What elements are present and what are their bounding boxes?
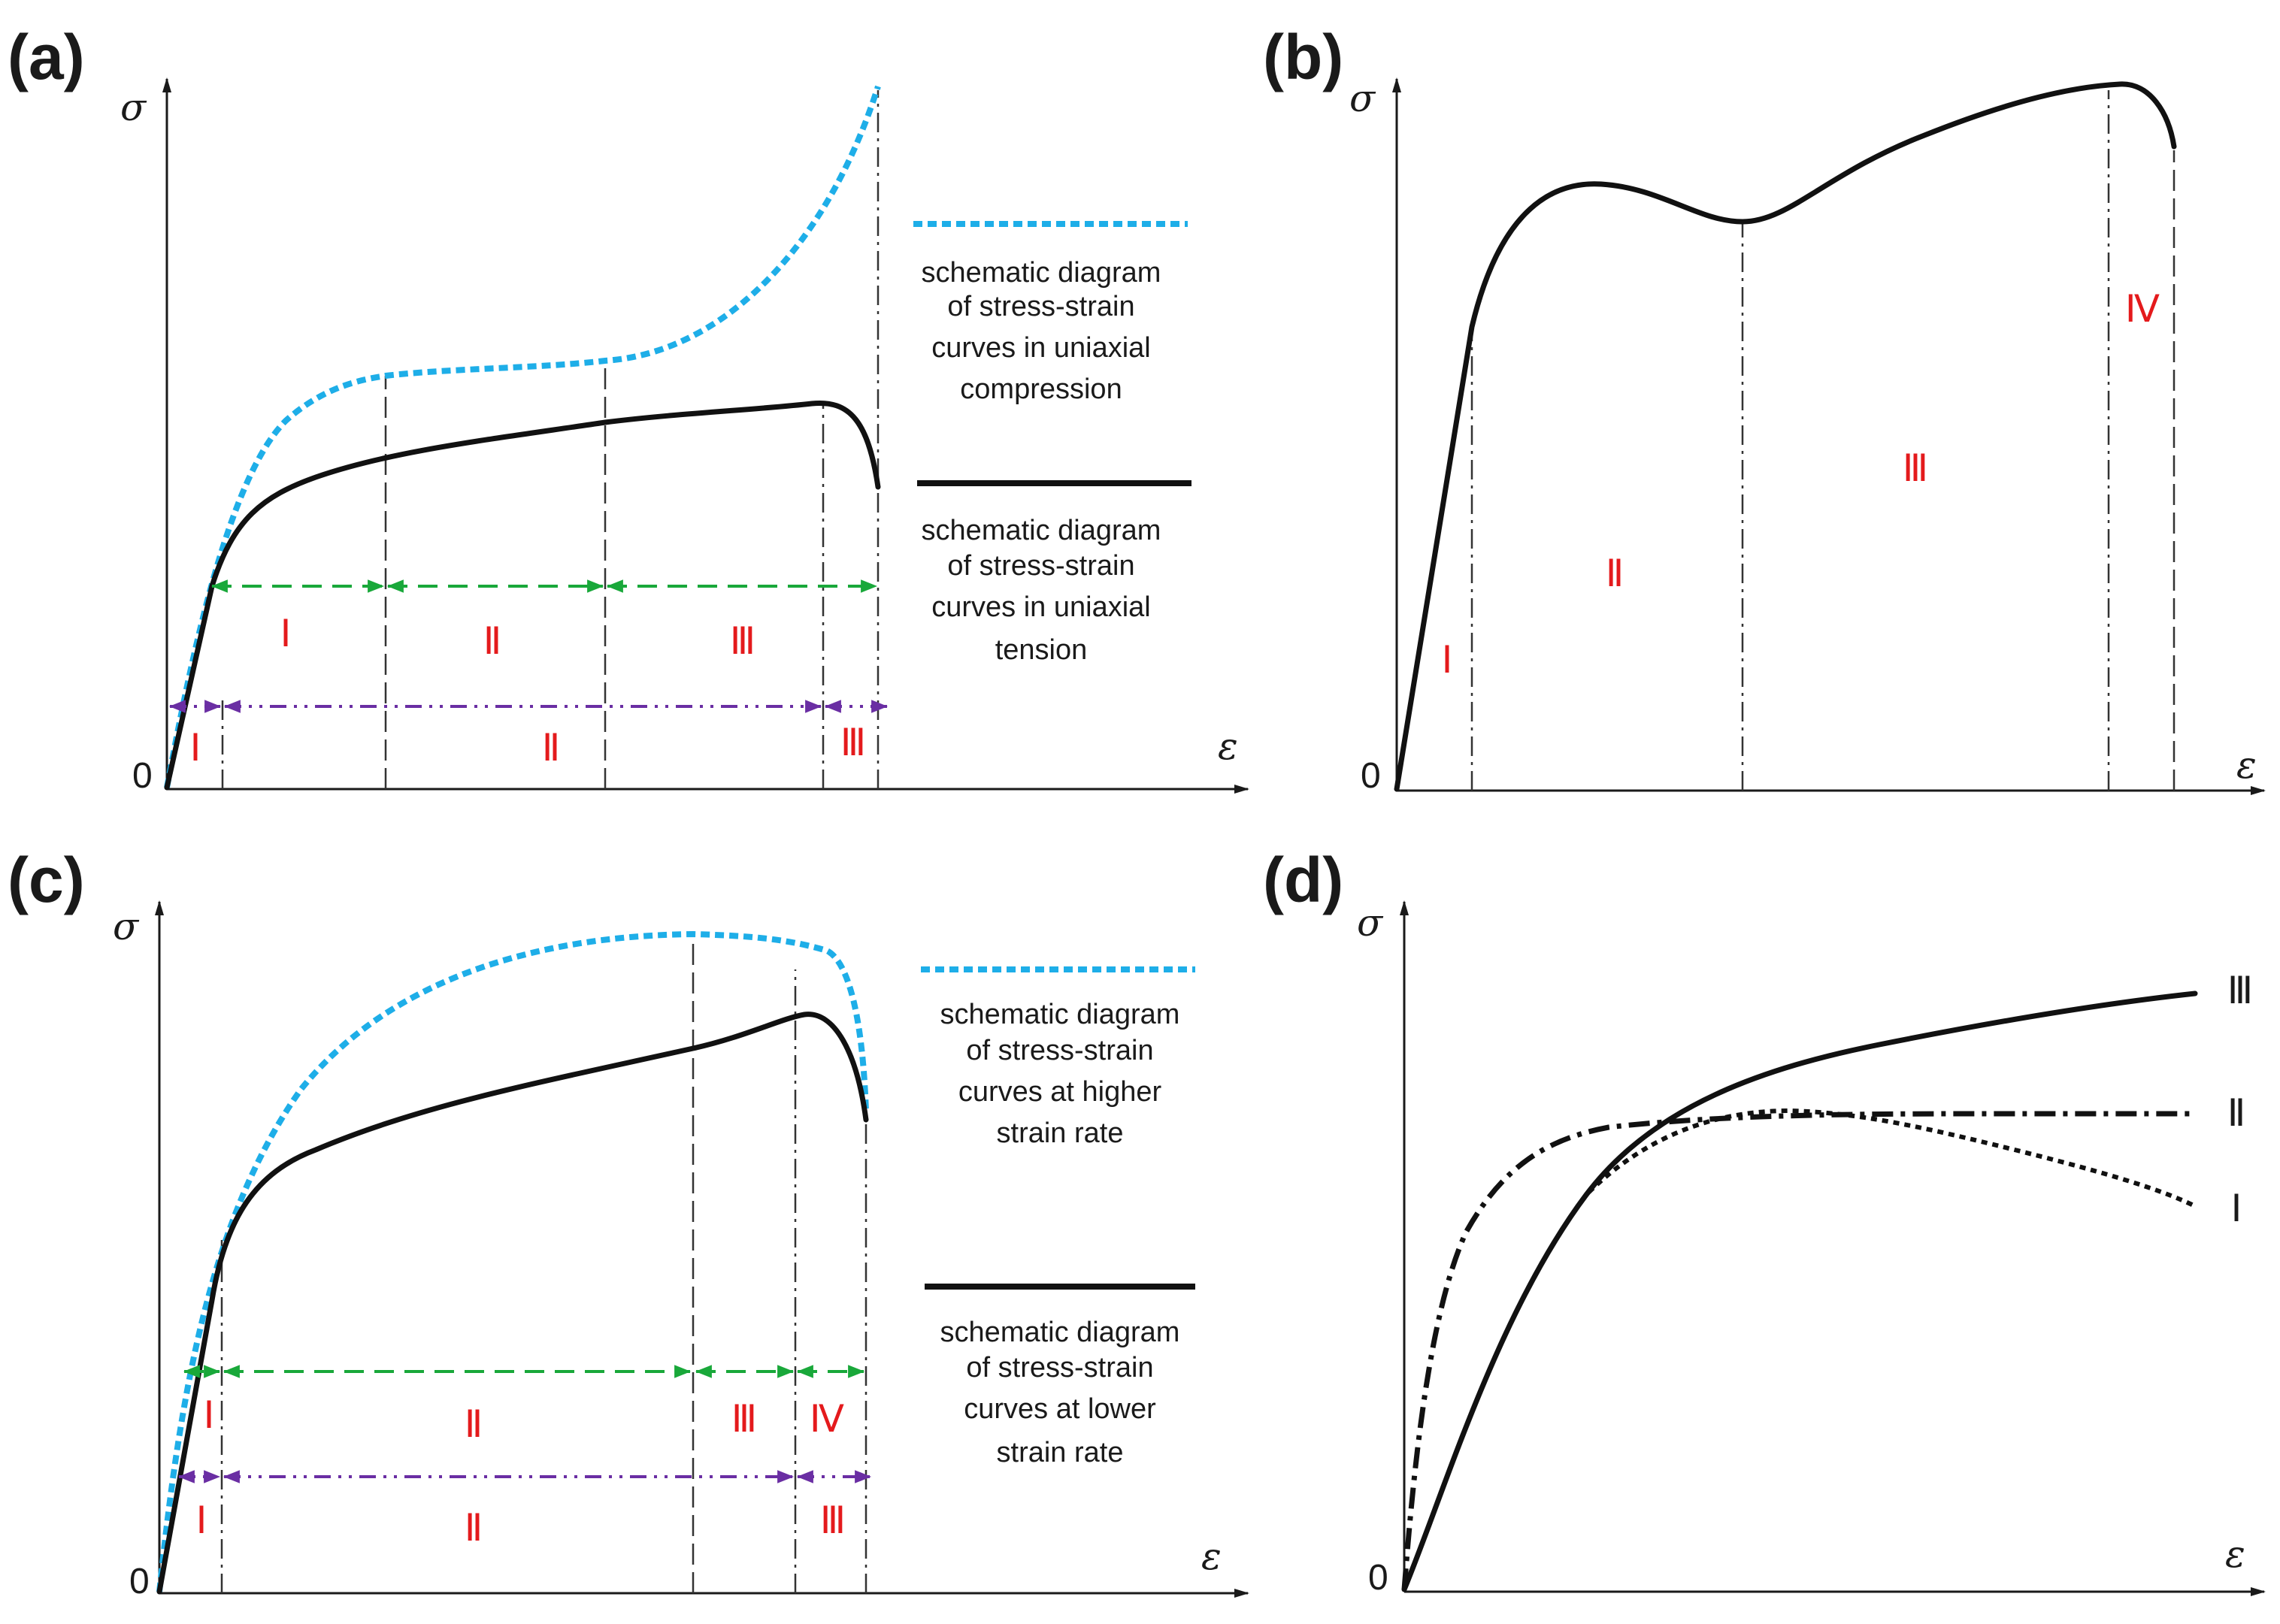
panel-a-compression-curve [164,85,881,788]
panel-c-origin-label: 0 [129,1562,150,1601]
panel-c-stage-label: Ⅱ [465,1403,483,1445]
panel-d-curve-label: Ⅰ [2231,1187,2242,1229]
panel-b-epsilon-label: ε [2236,743,2257,787]
panel-d-epsilon-label: ε [2225,1532,2245,1576]
panel-c: (c) σ ε 0 Ⅰ Ⅱ Ⅲ Ⅳ Ⅰ Ⅱ Ⅲ schematic diagra… [8,845,1249,1601]
panel-a-tension-curve [164,400,881,791]
panel-c-legend-text: curves at lower [964,1393,1156,1425]
panel-a-stage-label: Ⅲ [840,721,866,764]
panel-a-legend-text: compression [960,373,1122,405]
panel-a-sigma-label: σ [120,86,147,129]
panel-c-legend-text: of stress-strain [966,1352,1153,1384]
panel-b-stage-label: Ⅰ [1442,639,1453,681]
panel-c-legend-text: curves at higher [958,1076,1162,1108]
panel-a-origin-label: 0 [132,756,153,796]
panel-d-curve-label: Ⅱ [2227,1092,2246,1134]
panel-b-origin-label: 0 [1361,756,1381,796]
panel-a-legend-text: schematic diagram [922,515,1161,546]
panel-a-stage-label: Ⅱ [483,620,502,662]
panel-c-stage-label: Ⅰ [196,1499,207,1541]
panel-a-stage-label: Ⅲ [730,620,755,662]
panel-c-legend-text: schematic diagram [940,1317,1180,1348]
panel-a-legend-text: tension [995,634,1088,666]
panel-b-curve [1394,81,2177,792]
panel-a-stage-label: Ⅰ [280,612,292,655]
panel-d-curve-III [1401,990,2198,1592]
panel-c-sigma-label: σ [113,905,140,948]
panel-c-higher-rate-curve [156,930,869,1592]
panel-a-stage-label: Ⅱ [542,727,561,769]
panel-a-letter: (a) [8,22,85,92]
panel-d-origin-label: 0 [1368,1558,1388,1598]
panel-c-stage-label: Ⅲ [820,1499,846,1541]
panel-c-stage-label: Ⅳ [810,1398,844,1440]
panel-c-epsilon-label: ε [1201,1535,1222,1578]
panel-d-curve-I [1402,1108,2197,1591]
panel-b-stage-label: Ⅱ [1606,552,1624,594]
panel-a-legend-text: of stress-strain [947,291,1134,322]
panel-b-stage-label: Ⅲ [1903,447,1928,489]
panel-c-legend-text: schematic diagram [940,999,1180,1030]
panel-a-legend-text: of stress-strain [947,550,1134,582]
panel-c-legend-text: of stress-strain [966,1035,1153,1066]
panel-c-legend-text: strain rate [997,1437,1124,1468]
panel-d-sigma-label: σ [1357,901,1384,945]
panel-c-lower-rate-curve [156,1012,869,1595]
panel-b: (b) σ ε 0 Ⅰ Ⅱ Ⅲ Ⅳ [1263,22,2266,796]
panel-c-stage-label: Ⅱ [465,1507,483,1549]
panel-a-epsilon-label: ε [1218,724,1238,768]
panel-d-letter: (d) [1263,845,1343,915]
panel-c-stage-label: Ⅰ [204,1394,215,1436]
panel-d-curve-label: Ⅲ [2227,969,2253,1012]
panel-c-stage-label: Ⅲ [731,1398,757,1440]
panel-c-legend-text: strain rate [997,1117,1124,1149]
panel-c-letter: (c) [8,845,85,915]
panel-a-legend-text: curves in uniaxial [931,332,1150,364]
panel-a-legend-text: schematic diagram [922,257,1161,289]
panel-d: (d) σ ε 0 Ⅲ Ⅱ Ⅰ [1263,845,2266,1598]
panel-b-stage-label: Ⅳ [2125,288,2160,330]
panel-d-curve-II [1401,1111,2195,1590]
panel-a-stage-label: Ⅰ [190,727,201,769]
panel-a-legend-text: curves in uniaxial [931,591,1150,623]
panel-b-sigma-label: σ [1349,77,1376,120]
panel-a: (a) σ ε 0 Ⅰ Ⅱ Ⅲ Ⅰ Ⅱ Ⅲ schematic diagram [8,22,1249,796]
panel-b-letter: (b) [1263,22,1343,92]
